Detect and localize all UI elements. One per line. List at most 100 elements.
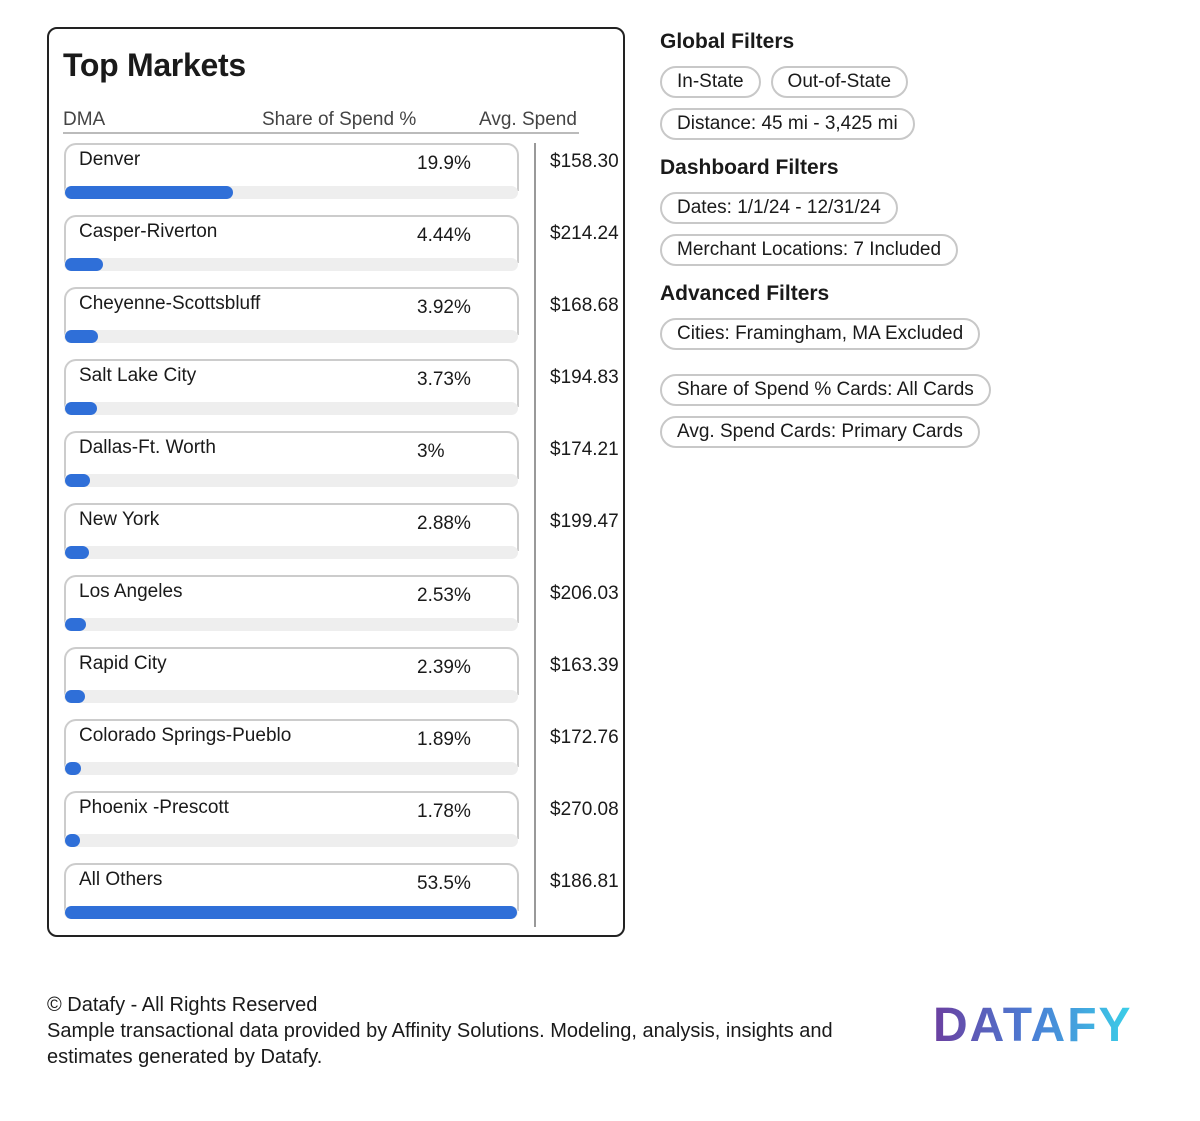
share-bar	[65, 906, 517, 919]
footer: © Datafy - All Rights Reserved Sample tr…	[47, 992, 907, 1070]
row-frame	[64, 215, 519, 263]
share-bar	[65, 618, 87, 631]
filter-pill[interactable]: In-State	[660, 66, 761, 98]
share-value: 2.88%	[417, 513, 471, 534]
filter-pill[interactable]: Distance: 45 mi - 3,425 mi	[660, 108, 915, 140]
row-frame	[64, 575, 519, 623]
share-bar	[65, 690, 86, 703]
dma-name: All Others	[79, 869, 163, 890]
avg-spend: $172.76	[550, 727, 619, 748]
header-rule	[63, 132, 579, 134]
market-row: Salt Lake City 3.73% $194.83	[64, 359, 619, 417]
share-value: 53.5%	[417, 873, 471, 894]
filter-heading: Global Filters	[660, 30, 795, 53]
avg-spend: $158.30	[550, 151, 619, 172]
logo: DATAFY	[933, 999, 1133, 1052]
column-header: DMA	[63, 109, 106, 130]
dma-name: Colorado Springs-Pueblo	[79, 725, 292, 746]
share-bar	[65, 474, 91, 487]
row-frame	[64, 143, 519, 191]
dma-name: New York	[79, 509, 160, 530]
avg-spend: $186.81	[550, 871, 619, 892]
share-value: 3%	[417, 441, 445, 462]
row-frame	[64, 431, 519, 479]
avg-spend: $163.39	[550, 655, 619, 676]
share-value: 3.92%	[417, 297, 471, 318]
market-row: Phoenix -Prescott 1.78% $270.08	[64, 791, 619, 849]
market-row: New York 2.88% $199.47	[64, 503, 619, 561]
bar-track	[64, 690, 518, 703]
share-value: 3.73%	[417, 369, 471, 390]
dma-name: Casper-Riverton	[79, 221, 218, 242]
bar-track	[64, 834, 518, 847]
share-bar	[65, 186, 234, 199]
filter-pill[interactable]: Merchant Locations: 7 Included	[660, 234, 959, 266]
market-row: Cheyenne-Scottsbluff 3.92% $168.68	[64, 287, 619, 345]
row-frame	[64, 359, 519, 407]
avg-spend: $214.24	[550, 223, 619, 244]
bar-track	[64, 330, 518, 343]
row-frame	[64, 719, 519, 767]
avg-spend: $199.47	[550, 511, 619, 532]
share-value: 2.39%	[417, 657, 471, 678]
dma-name: Phoenix -Prescott	[79, 797, 229, 818]
filter-pill[interactable]: Dates: 1/1/24 - 12/31/24	[660, 192, 898, 224]
filter-pills: In-State Out-of-State Distance: 45 mi - 3,…	[660, 66, 1020, 140]
share-bar	[65, 402, 97, 415]
row-frame	[64, 791, 519, 839]
bar-track	[64, 546, 518, 559]
bar-track	[64, 474, 518, 487]
row-frame	[64, 503, 519, 551]
share-bar	[65, 762, 81, 775]
filter-heading: Dashboard Filters	[660, 156, 839, 179]
column-header: Avg. Spend	[479, 109, 577, 130]
avg-spend: $168.68	[550, 295, 619, 316]
filter-pills: Dates: 1/1/24 - 12/31/24 Merchant Locatio…	[660, 192, 1020, 266]
share-bar	[65, 546, 90, 559]
bar-track	[64, 618, 518, 631]
share-value: 1.89%	[417, 729, 471, 750]
filter-heading: Advanced Filters	[660, 282, 830, 305]
filter-pill[interactable]: Avg. Spend Cards: Primary Cards	[660, 416, 980, 448]
avg-spend: $270.08	[550, 799, 619, 820]
filter-pill[interactable]: Cities: Framingham, MA Excluded	[660, 318, 981, 350]
dma-name: Rapid City	[79, 653, 167, 674]
bar-track	[64, 402, 518, 415]
market-row: All Others 53.5% $186.81	[64, 863, 619, 921]
share-bar	[65, 330, 99, 343]
column-header: Share of Spend %	[262, 109, 417, 130]
dma-name: Dallas-Ft. Worth	[79, 437, 216, 458]
share-bar	[65, 834, 81, 847]
market-row: Casper-Riverton 4.44% $214.24	[64, 215, 619, 273]
filters-panel: Global Filters In-State Out-of-State Distan…	[660, 30, 1020, 464]
market-row: Dallas-Ft. Worth 3% $174.21	[64, 431, 619, 489]
share-value: 4.44%	[417, 225, 471, 246]
market-row: Colorado Springs-Pueblo 1.89% $172.76	[64, 719, 619, 777]
avg-spend: $174.21	[550, 439, 619, 460]
data-note: Sample transactional data provided by Af…	[47, 1020, 833, 1068]
filter-pills: Cities: Framingham, MA Excluded Share of …	[660, 318, 1020, 448]
row-frame	[64, 287, 519, 335]
dma-name: Salt Lake City	[79, 365, 197, 386]
filter-pill[interactable]: Out-of-State	[770, 66, 909, 98]
copyright: © Datafy - All Rights Reserved	[47, 994, 318, 1016]
market-row: Los Angeles 2.53% $206.03	[64, 575, 619, 633]
row-frame	[64, 863, 519, 911]
bar-track	[64, 258, 518, 271]
share-bar	[65, 258, 103, 271]
card-title: Top Markets	[63, 47, 246, 83]
dma-name: Los Angeles	[79, 581, 183, 602]
filter-pill[interactable]: Share of Spend % Cards: All Cards	[660, 374, 991, 406]
share-value: 1.78%	[417, 801, 471, 822]
avg-spend: $194.83	[550, 367, 619, 388]
dma-name: Denver	[79, 149, 141, 170]
market-row: Rapid City 2.39% $163.39	[64, 647, 619, 705]
column-divider	[534, 143, 536, 927]
avg-spend: $206.03	[550, 583, 619, 604]
share-value: 19.9%	[417, 153, 471, 174]
top-markets-card: Top Markets DMA Share of Spend % Avg. Sp…	[47, 27, 625, 937]
market-row: Denver 19.9% $158.30	[64, 143, 619, 201]
dma-name: Cheyenne-Scottsbluff	[79, 293, 261, 314]
share-value: 2.53%	[417, 585, 471, 606]
